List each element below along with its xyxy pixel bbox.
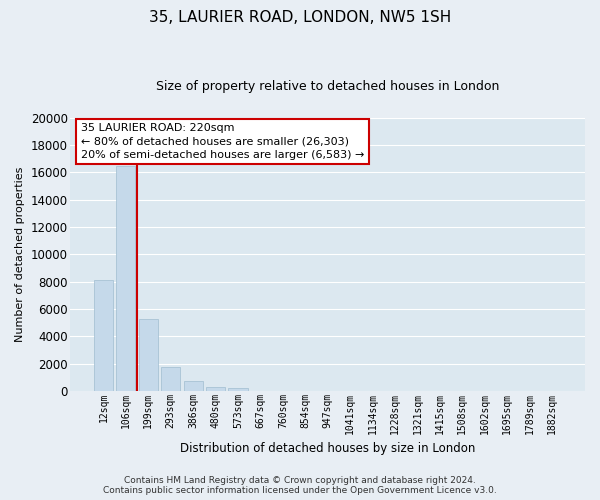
X-axis label: Distribution of detached houses by size in London: Distribution of detached houses by size … [180,442,475,455]
Text: Contains HM Land Registry data © Crown copyright and database right 2024.
Contai: Contains HM Land Registry data © Crown c… [103,476,497,495]
Y-axis label: Number of detached properties: Number of detached properties [15,167,25,342]
Text: 35, LAURIER ROAD, LONDON, NW5 1SH: 35, LAURIER ROAD, LONDON, NW5 1SH [149,10,451,25]
Text: 35 LAURIER ROAD: 220sqm
← 80% of detached houses are smaller (26,303)
20% of sem: 35 LAURIER ROAD: 220sqm ← 80% of detache… [81,123,364,160]
Bar [116,166,136,391]
Bar [184,381,203,391]
Bar [206,387,225,391]
Bar [94,280,113,391]
Title: Size of property relative to detached houses in London: Size of property relative to detached ho… [156,80,499,93]
Bar [161,366,180,391]
Bar [139,318,158,391]
Bar [229,388,248,391]
